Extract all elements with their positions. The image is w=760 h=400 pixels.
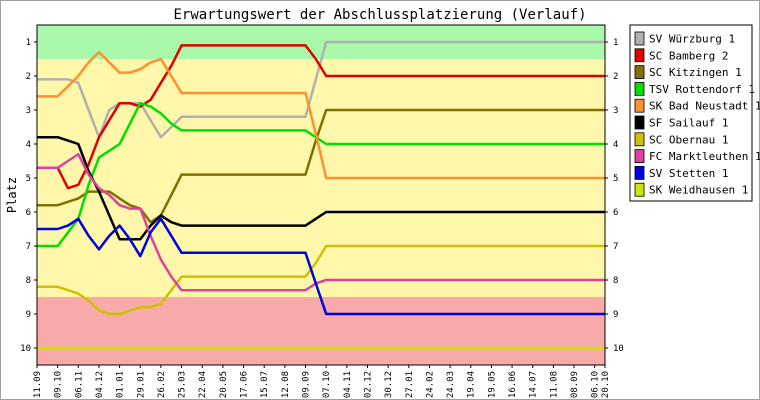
legend-label: SV Würzburg 1 (649, 33, 735, 46)
legend-swatch (634, 65, 645, 79)
series-line-8 (37, 152, 605, 292)
legend: SV Würzburg 1 SC Bamberg 2 SC Kitzingen 1 T… (629, 24, 760, 202)
x-tick-label: 06.11 (74, 371, 84, 398)
x-tick-label: 15.07 (260, 371, 270, 398)
series-line-2 (37, 44, 605, 190)
series-line-5 (37, 50, 605, 180)
legend-swatch (634, 182, 645, 197)
y-tick-label-right: 8 (613, 276, 618, 286)
x-tick-label: 22.04 (198, 371, 208, 398)
zone-relegation (37, 297, 605, 365)
legend-label: SC Obernau 1 (649, 133, 728, 146)
y-tick-label-right: 10 (613, 344, 624, 354)
x-tick-label: 08.09 (570, 371, 580, 398)
legend-label: FC Marktleuthen 1 (649, 150, 760, 163)
x-tick-label: 24.02 (425, 371, 435, 398)
legend-swatch (634, 149, 645, 164)
y-tick-label-right: 7 (613, 242, 618, 252)
legend-swatch (634, 115, 645, 130)
y-tick-label: 2 (26, 72, 31, 82)
y-tick-label: 9 (26, 310, 31, 320)
x-tick-label: 02.12 (363, 371, 373, 398)
legend-swatch (634, 132, 645, 147)
y-tick-label: 8 (26, 276, 31, 286)
y-tick-label-right: 4 (613, 140, 618, 150)
legend-swatch (634, 31, 645, 46)
x-tick-label: 16.06 (508, 371, 518, 398)
legend-label: SC Kitzingen 1 (649, 66, 742, 79)
legend-swatch (634, 82, 645, 96)
legend-swatch (634, 48, 645, 63)
series-lines (37, 40, 605, 350)
x-tick-label: 09.10 (54, 371, 64, 398)
x-tick-label: 19.04 (467, 371, 477, 398)
x-tick-label: 17.06 (240, 371, 250, 398)
legend-swatch (634, 98, 645, 113)
y-tick-label-right: 1 (613, 38, 618, 48)
x-tick-label: 11.09 (33, 371, 43, 398)
plot-border (36, 24, 606, 366)
y-axis-ticks: 1 1 2 2 3 3 4 4 5 5 6 6 7 7 8 8 9 9 10 10 (20, 38, 624, 354)
series-line-7 (37, 244, 605, 316)
series-line-9 (37, 217, 605, 316)
y-tick-label: 1 (26, 38, 31, 48)
series-line-3 (37, 108, 605, 224)
legend-swatch (634, 165, 645, 180)
x-tick-label: 19.05 (487, 371, 497, 398)
y-tick-label: 5 (26, 174, 31, 184)
series-line-6 (37, 135, 605, 241)
y-tick-label: 7 (26, 242, 31, 252)
x-tick-label: 14.07 (529, 371, 539, 398)
x-tick-label: 04.12 (95, 371, 105, 398)
legend-label: SK Bad Neustadt 1 (649, 100, 760, 113)
legend-label: SC Bamberg 2 (649, 49, 728, 62)
y-tick-label: 6 (26, 208, 31, 218)
series-line-4 (37, 101, 605, 248)
x-tick-label: 20.10 (601, 371, 611, 398)
x-tick-label: 20.05 (219, 371, 229, 398)
x-tick-label: 06.10 (591, 371, 601, 398)
y-tick-label-right: 9 (613, 310, 618, 320)
legend-label: TSV Rottendorf 1 (649, 83, 755, 96)
y-tick-label-right: 2 (613, 72, 618, 82)
y-tick-label: 4 (26, 140, 31, 150)
legend-label: SV Stetten 1 (649, 167, 728, 180)
y-tick-label: 10 (20, 344, 31, 354)
x-tick-label: 29.01 (136, 371, 146, 398)
x-tick-label: 01.01 (116, 371, 126, 398)
x-tick-label: 09.09 (302, 371, 312, 398)
y-tick-label-right: 6 (613, 208, 618, 218)
chart-title: Erwartungswert der Abschlussplatzierung … (173, 7, 586, 23)
x-axis-ticks: 11.09 09.10 06.11 04.12 01.01 29.01 26.02 25.03… (33, 365, 611, 398)
legend-box (629, 24, 753, 202)
x-tick-label: 11.08 (549, 371, 559, 398)
x-tick-label: 12.08 (281, 371, 291, 398)
legend-label: SK Weidhausen 1 (649, 184, 748, 197)
y-tick-label: 3 (26, 106, 31, 116)
x-tick-label: 25.03 (178, 371, 188, 398)
legend-label: SF Sailauf 1 (649, 117, 728, 130)
x-tick-label: 24.03 (446, 371, 456, 398)
y-tick-label-right: 3 (613, 106, 618, 116)
x-tick-label: 27.01 (405, 371, 415, 398)
x-tick-label: 04.11 (343, 371, 353, 398)
y-axis-label: Platz (5, 177, 19, 213)
x-tick-label: 30.12 (384, 371, 394, 398)
x-tick-label: 07.10 (322, 371, 332, 398)
y-tick-label-right: 5 (613, 174, 618, 184)
x-tick-label: 26.02 (157, 371, 167, 398)
